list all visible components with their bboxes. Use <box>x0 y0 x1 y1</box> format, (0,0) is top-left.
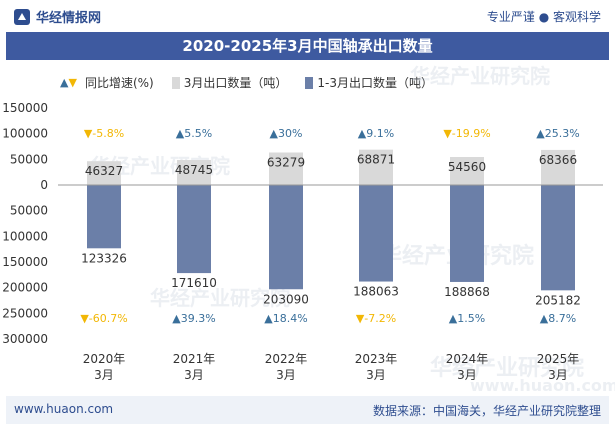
growth-label-march: ▼-19.9% <box>443 127 490 140</box>
x-tick-label: 3月 <box>94 368 114 382</box>
growth-label-ytd: ▲39.3% <box>172 312 215 325</box>
data-label-ytd: 123326 <box>81 251 127 265</box>
legend: ▲ ▼ 同比增速(%) 3月出口数量（吨） 1-3月出口数量（吨） <box>60 74 451 91</box>
data-label-ytd: 205182 <box>535 293 581 307</box>
data-label-march: 46327 <box>85 164 123 178</box>
growth-label-ytd: ▼-7.2% <box>356 312 396 325</box>
growth-label-march: ▲5.5% <box>176 127 212 140</box>
data-label-ytd: 203090 <box>263 292 309 306</box>
legend-march: 3月出口数量（吨） <box>171 74 288 91</box>
x-tick-label: 2020年 <box>83 352 126 366</box>
down-triangle-icon: ▼ <box>68 76 77 89</box>
data-label-march: 68871 <box>357 153 395 167</box>
growth-label-ytd: ▲18.4% <box>264 312 307 325</box>
bar-ytd <box>450 185 484 282</box>
chart-title: 2020-2025年3月中国轴承出口数量 <box>6 32 609 60</box>
y-tick-label: 250000 <box>2 306 48 320</box>
data-label-march: 68366 <box>539 153 577 167</box>
y-tick-label: 300000 <box>2 332 48 346</box>
data-label-march: 63279 <box>267 156 305 170</box>
x-tick-label: 2022年 <box>265 352 308 366</box>
bar-march <box>177 159 211 185</box>
growth-label-ytd: ▼-60.7% <box>80 312 127 325</box>
data-label-ytd: 188063 <box>353 285 399 299</box>
brand: 华经情报网 <box>14 7 101 26</box>
brand-logo-icon <box>14 8 30 25</box>
top-bar: 华经情报网 专业严谨 ● 客观科学 <box>0 0 615 32</box>
growth-label-march: ▲9.1% <box>358 127 394 140</box>
x-tick-label: 3月 <box>457 368 477 382</box>
y-tick-label: 100000 <box>2 127 48 141</box>
legend-ytd-label: 1-3月出口数量（吨） <box>317 76 433 90</box>
legend-growth-label: 同比增速(%) <box>84 76 154 90</box>
legend-ytd: 1-3月出口数量（吨） <box>305 74 433 91</box>
footer-url[interactable]: www.huaon.com <box>14 402 114 416</box>
x-tick-label: 2021年 <box>173 352 216 366</box>
bar-march <box>450 156 484 185</box>
growth-label-march: ▲25.3% <box>536 127 579 140</box>
x-tick-label: 2024年 <box>446 352 489 366</box>
x-tick-label: 2025年 <box>537 352 580 366</box>
tagline: 专业严谨 ● 客观科学 <box>486 10 601 24</box>
brand-name: 华经情报网 <box>36 11 102 26</box>
x-tick-label: 3月 <box>548 368 568 382</box>
data-label-march: 54560 <box>448 160 486 174</box>
up-triangle-icon: ▲ <box>60 76 69 89</box>
y-tick-label: 150000 <box>2 101 48 115</box>
bar-ytd <box>87 185 121 249</box>
data-label-march: 48745 <box>175 163 213 177</box>
chart-plot: 150000 100000 50000 0 50000 100000 150000 20000… <box>2 101 603 382</box>
growth-label-ytd: ▲1.5% <box>449 312 485 325</box>
bar-march <box>359 149 393 185</box>
bar-ytd <box>541 185 575 291</box>
legend-march-swatch <box>171 76 180 89</box>
growth-label-ytd: ▲8.7% <box>540 312 576 325</box>
legend-growth: ▲ ▼ 同比增速(%) <box>60 74 154 91</box>
y-tick-label: 150000 <box>2 255 48 269</box>
bar-ytd <box>359 185 393 282</box>
bar-ytd <box>177 185 211 274</box>
data-label-ytd: 188868 <box>444 285 490 299</box>
growth-label-march: ▲30% <box>270 127 303 140</box>
bar-march <box>541 149 575 185</box>
bar-march <box>87 161 121 185</box>
x-tick-label: 3月 <box>184 368 204 382</box>
bar-ytd <box>269 185 303 290</box>
x-tick-label: 3月 <box>366 368 386 382</box>
legend-ytd-swatch <box>305 76 314 89</box>
footer: www.huaon.com 数据来源：中国海关，华经产业研究院整理 <box>6 396 609 424</box>
y-tick-label: 50000 <box>10 152 48 166</box>
growth-label-march: ▼-5.8% <box>84 127 124 140</box>
legend-march-label: 3月出口数量（吨） <box>183 76 288 90</box>
y-tick-label: 100000 <box>2 229 48 243</box>
data-label-ytd: 171610 <box>171 276 217 290</box>
footer-source: 数据来源：中国海关，华经产业研究院整理 <box>372 404 601 418</box>
x-tick-label: 3月 <box>276 368 296 382</box>
x-tick-label: 2023年 <box>355 352 398 366</box>
y-tick-label: 50000 <box>10 204 48 218</box>
bar-march <box>269 152 303 185</box>
y-tick-label: 0 <box>40 178 48 192</box>
y-tick-label: 200000 <box>2 281 48 295</box>
